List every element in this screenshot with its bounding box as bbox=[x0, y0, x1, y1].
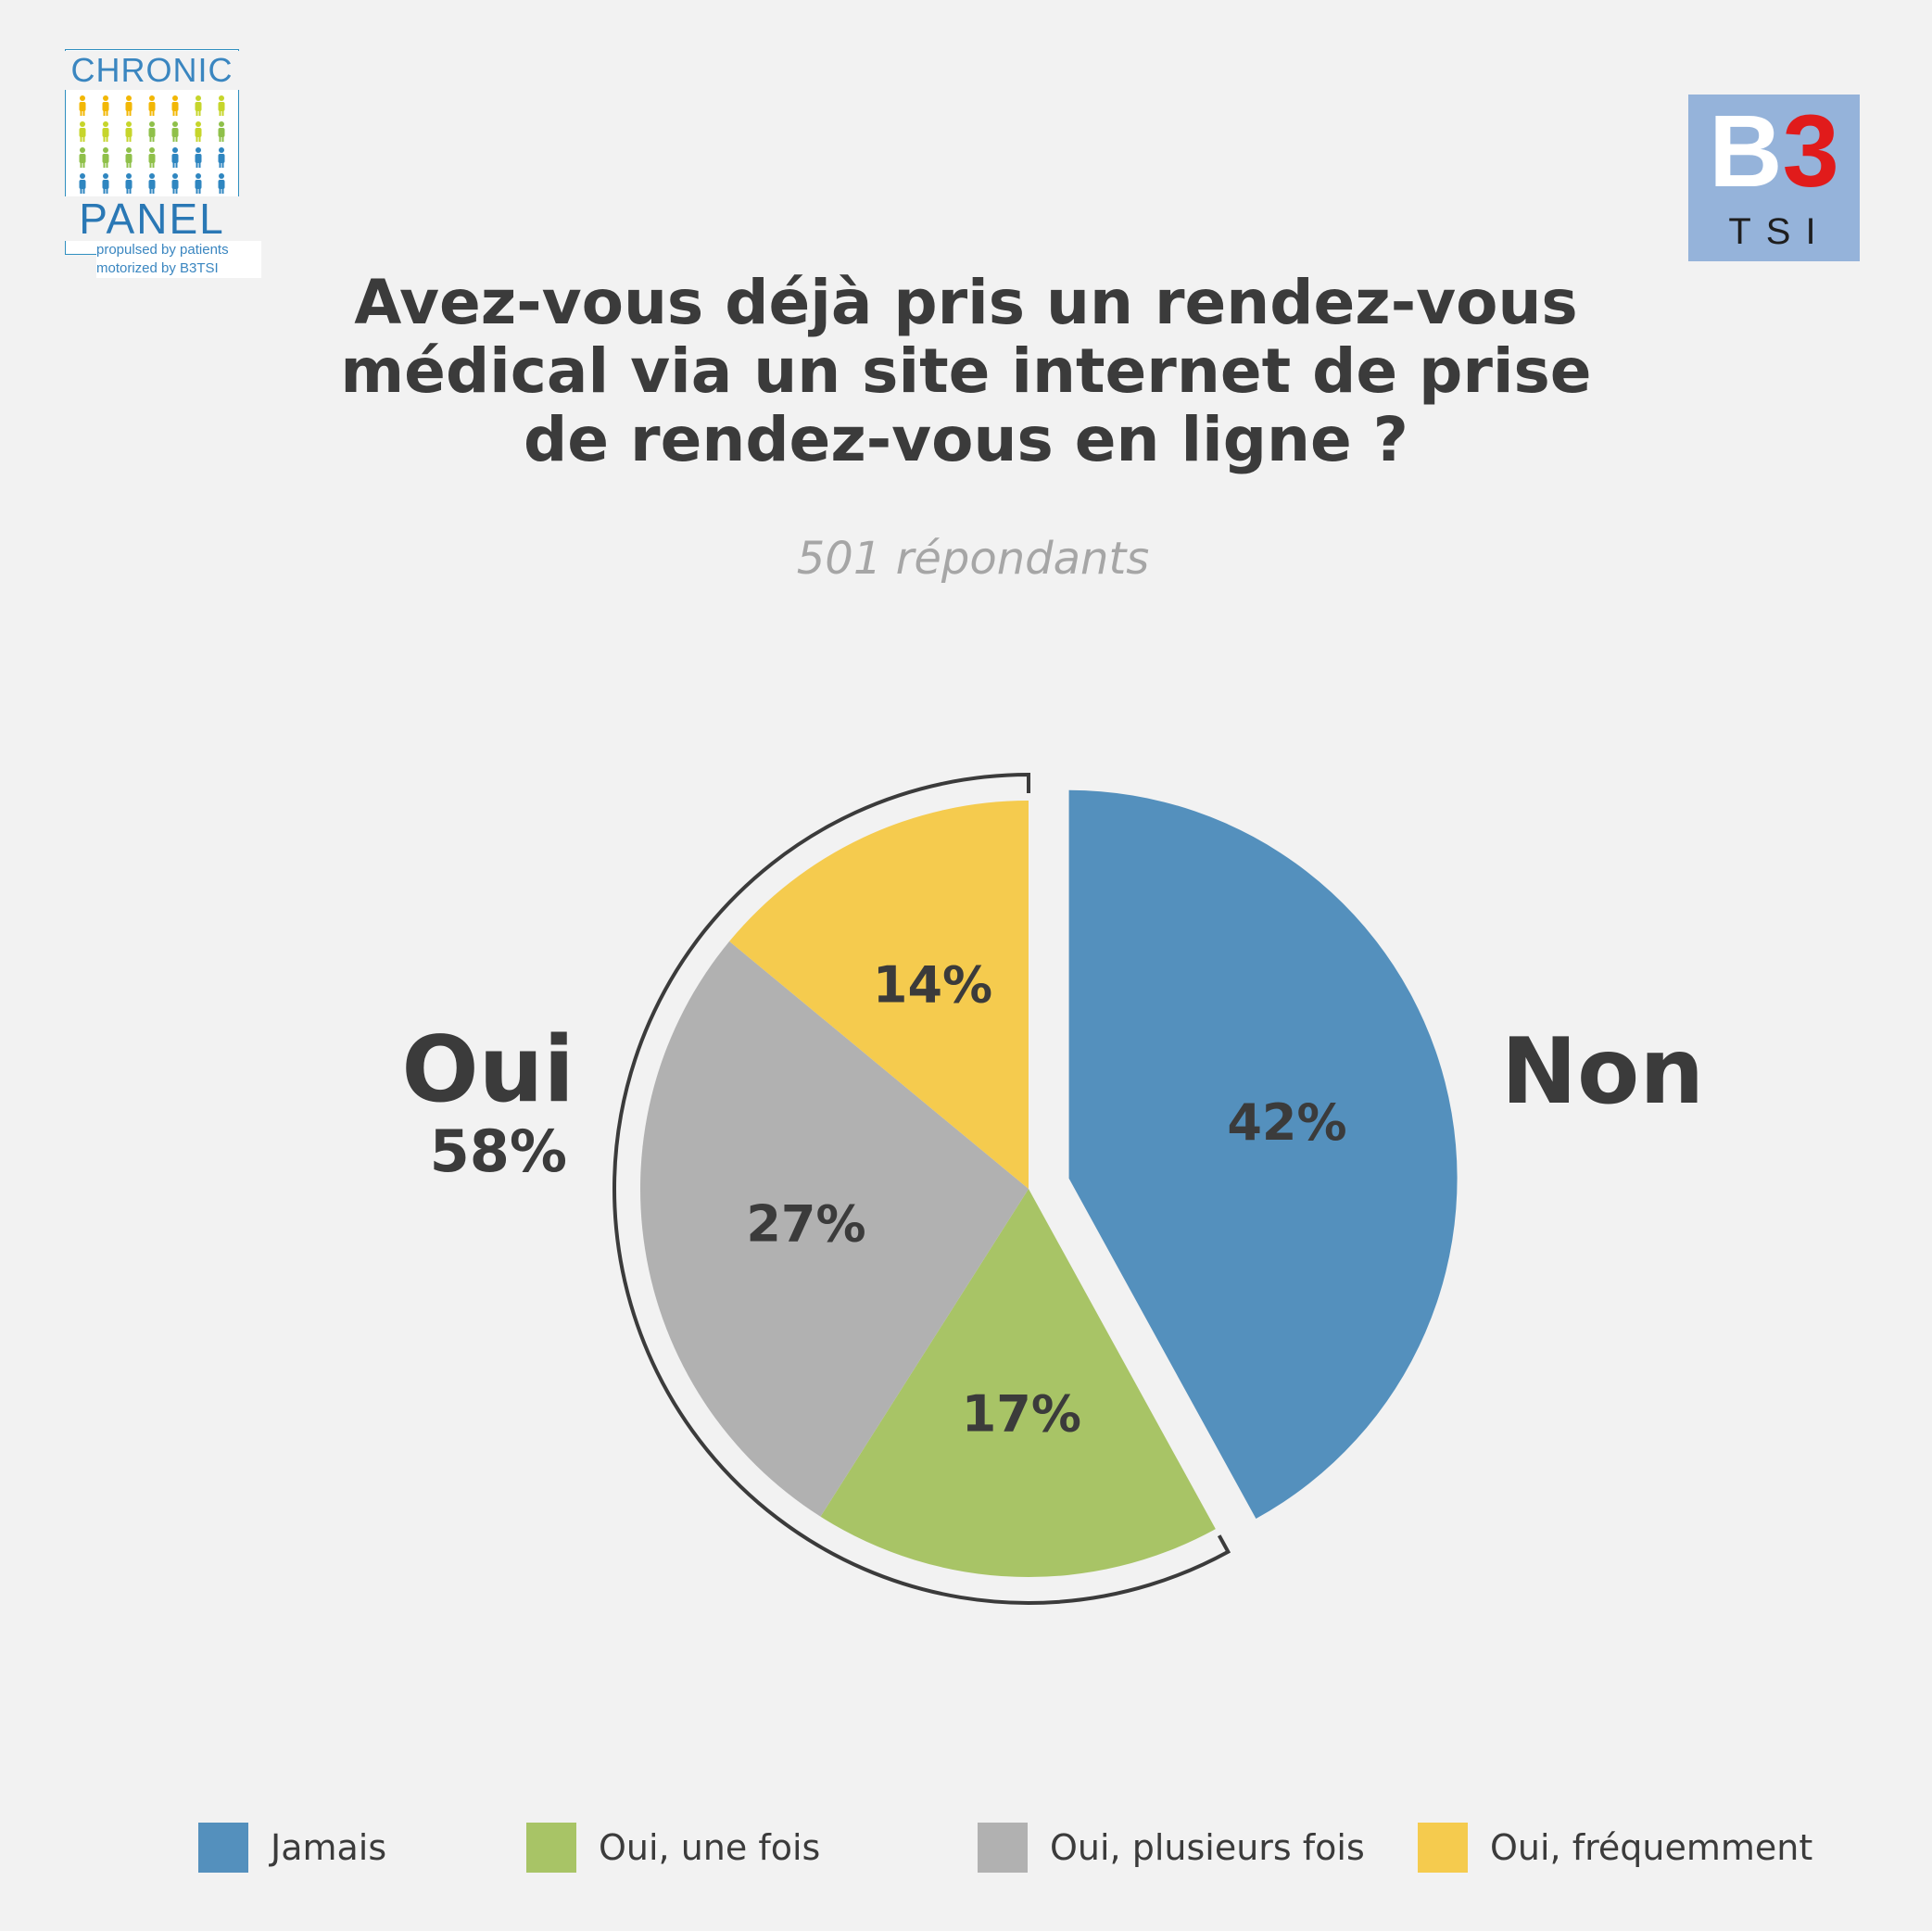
person-icon bbox=[79, 147, 86, 168]
person-icon bbox=[102, 173, 109, 194]
pie-slice-label-jamais: 42% bbox=[1227, 1093, 1346, 1152]
chronic-panel-logo-tagline: propulsed by patients motorized by B3TSI bbox=[96, 241, 261, 278]
legend-swatch bbox=[526, 1823, 576, 1873]
person-icon bbox=[195, 147, 202, 168]
person-icon bbox=[125, 121, 133, 142]
legend-label: Oui, plusieurs fois bbox=[1050, 1827, 1365, 1868]
person-icon bbox=[195, 95, 202, 116]
b3tsi-logo-b: B bbox=[1709, 95, 1783, 208]
person-icon bbox=[125, 95, 133, 116]
legend-swatch bbox=[1418, 1823, 1468, 1873]
chronic-panel-logo: CHRONIC PANEL propulsed by patients moto… bbox=[65, 49, 264, 284]
person-icon bbox=[171, 121, 179, 142]
legend-label: Oui, fréquemment bbox=[1490, 1827, 1813, 1868]
chart-title-line: de rendez-vous en ligne ? bbox=[524, 404, 1408, 475]
chart-title-line: médical via un site internet de prise bbox=[340, 335, 1592, 407]
b3tsi-logo: B3 TSI bbox=[1688, 95, 1860, 261]
legend-label: Jamais bbox=[271, 1827, 387, 1868]
person-icon bbox=[218, 95, 225, 116]
person-icon bbox=[218, 147, 225, 168]
person-icon bbox=[218, 121, 225, 142]
person-icon bbox=[148, 121, 156, 142]
person-icon bbox=[79, 95, 86, 116]
b3tsi-logo-main: B3 bbox=[1688, 96, 1860, 208]
person-icon bbox=[148, 147, 156, 168]
person-icon bbox=[79, 121, 86, 142]
b3tsi-logo-3: 3 bbox=[1782, 95, 1839, 208]
person-icon bbox=[171, 173, 179, 194]
pie-slice-oui-une-fois bbox=[820, 1189, 1216, 1577]
person-icon bbox=[195, 173, 202, 194]
chart-title-line: Avez-vous déjà pris un rendez-vous bbox=[354, 267, 1578, 338]
pie-slice-oui-frequemment bbox=[729, 801, 1029, 1189]
person-icon bbox=[79, 173, 86, 194]
person-icon bbox=[102, 121, 109, 142]
chronic-panel-logo-top: CHRONIC bbox=[65, 51, 239, 90]
person-icon bbox=[171, 95, 179, 116]
chart-subtitle: 501 répondants bbox=[796, 533, 1150, 585]
person-icon bbox=[171, 147, 179, 168]
legend-swatch bbox=[978, 1823, 1028, 1873]
pie-slice-jamais bbox=[1068, 789, 1458, 1519]
pie-slice-label-oui-plusieurs-fois: 27% bbox=[746, 1195, 865, 1254]
oui-group-bracket bbox=[612, 772, 1231, 1605]
legend-swatch bbox=[198, 1823, 248, 1873]
chart-title: Avez-vous déjà pris un rendez-vous médic… bbox=[278, 269, 1654, 474]
person-icon bbox=[102, 147, 109, 168]
non-group-label: Non bbox=[1501, 1019, 1705, 1125]
chronic-panel-logo-bottom: PANEL bbox=[65, 196, 239, 241]
pie-slice-oui-plusieurs-fois bbox=[640, 940, 1029, 1517]
b3tsi-logo-tsi: TSI bbox=[1728, 211, 1831, 252]
person-icon bbox=[148, 173, 156, 194]
person-icon bbox=[218, 173, 225, 194]
pie-slice-label-oui-frequemment: 14% bbox=[873, 956, 992, 1015]
person-icon bbox=[148, 95, 156, 116]
person-icon bbox=[102, 95, 109, 116]
chronic-panel-tagline-line2: motorized by B3TSI bbox=[96, 260, 219, 276]
pie-slice-label-oui-une-fois: 17% bbox=[962, 1384, 1081, 1443]
chronic-panel-tagline-line1: propulsed by patients bbox=[96, 242, 229, 258]
person-icon bbox=[125, 173, 133, 194]
people-icon-grid bbox=[79, 95, 225, 194]
person-icon bbox=[125, 147, 133, 168]
oui-group-percentage: 58% bbox=[429, 1117, 567, 1185]
oui-group-label: Oui bbox=[401, 1017, 575, 1123]
chart-legend: Jamais Oui, une fois Oui, plusieurs fois Ou… bbox=[0, 1823, 1932, 1878]
person-icon bbox=[195, 121, 202, 142]
legend-label: Oui, une fois bbox=[599, 1827, 821, 1868]
